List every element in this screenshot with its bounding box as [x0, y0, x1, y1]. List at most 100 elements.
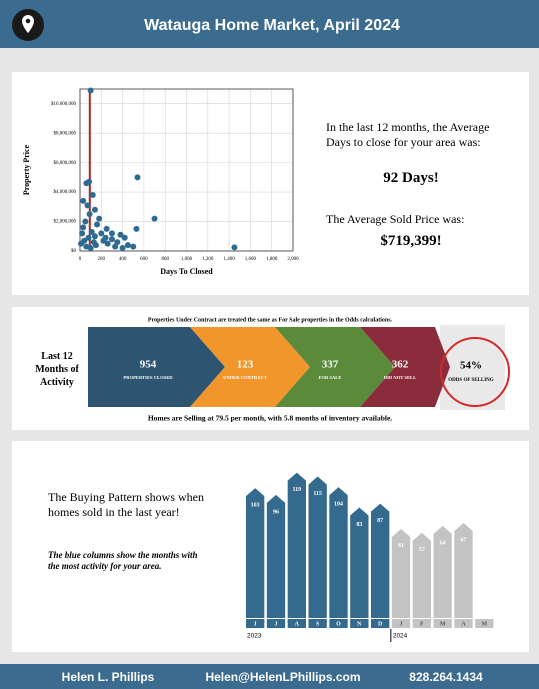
- plot-frame: [79, 88, 294, 252]
- step-label: UNDER CONTRACT: [223, 375, 267, 380]
- footer-bar: [0, 664, 539, 689]
- point: [102, 234, 109, 241]
- month-cell: [350, 619, 369, 628]
- odds-circle: [440, 337, 510, 407]
- bar: [246, 488, 265, 618]
- x-tick-label: O: [336, 621, 341, 627]
- point: [79, 230, 86, 237]
- x-tick-label: 1,000: [181, 257, 193, 262]
- step-label: FOR SALE: [319, 375, 342, 380]
- month-cell: [329, 619, 348, 628]
- y-axis-title: Property Price: [22, 144, 31, 195]
- step-label: PROPERTIES CLOSED: [123, 375, 173, 380]
- value-label: 64: [440, 540, 446, 546]
- step-value: 337: [322, 359, 339, 371]
- bar: [371, 503, 390, 618]
- x-tick-label: J: [254, 621, 257, 627]
- y-tick-label: $0: [71, 249, 77, 254]
- activity-steps: 954 PROPERTIES CLOSED 123 UNDER CONTRACT 337…: [123, 359, 493, 384]
- point: [89, 192, 96, 199]
- value-label: 104: [334, 501, 343, 507]
- x-tick-label: F: [420, 621, 424, 627]
- pin-hole: [25, 18, 31, 24]
- month-cell: [412, 619, 431, 628]
- step-value: 954: [140, 359, 157, 371]
- x-tick-label: D: [378, 621, 383, 627]
- value-label: 87: [377, 518, 383, 524]
- point: [117, 231, 124, 238]
- footer-email: Helen@HelenLPhillips.com: [205, 670, 360, 684]
- point: [133, 225, 140, 232]
- point: [134, 174, 141, 181]
- odds-value: 54%: [460, 360, 482, 372]
- y-tick-label: $2,000,000: [54, 220, 77, 225]
- y-tick-label: $8,000,000: [54, 131, 77, 136]
- month-cell: [308, 619, 327, 628]
- chevron: [360, 327, 450, 407]
- y-tick-label: $10,000,000: [51, 102, 77, 107]
- point: [103, 225, 110, 232]
- point: [98, 230, 105, 237]
- y-tick-label: $4,000,000: [54, 190, 77, 195]
- month-cell: [433, 619, 452, 628]
- point: [151, 215, 158, 222]
- point: [108, 236, 115, 243]
- x-tick-label: 200: [98, 257, 106, 262]
- x-tick-label: 0: [79, 257, 82, 262]
- x-tick-label: S: [316, 621, 320, 627]
- days-text: In the last 12 months, the Average Days …: [326, 120, 490, 149]
- month-cell: [454, 619, 473, 628]
- month-cell: [475, 619, 494, 628]
- point: [108, 230, 115, 237]
- header-bar: [0, 0, 539, 48]
- price-value: $719,399!: [380, 233, 442, 249]
- point: [87, 87, 94, 94]
- pin-shape: [22, 15, 34, 33]
- value-label: 115: [313, 491, 322, 497]
- point: [94, 221, 101, 228]
- title: Watauga Home Market, April 2024: [144, 17, 400, 34]
- month-cell: [371, 619, 390, 628]
- point: [86, 211, 93, 218]
- x-tick-label: 600: [140, 257, 148, 262]
- value-label: 67: [461, 537, 467, 543]
- bar: [287, 472, 306, 618]
- point: [124, 242, 131, 249]
- x-tick-label: 400: [119, 257, 127, 262]
- x-tick-label: A: [461, 621, 466, 627]
- pattern-note: The blue columns show the months with th…: [48, 550, 198, 571]
- point: [114, 239, 121, 246]
- point: [80, 224, 87, 231]
- x-tick-label: M: [481, 621, 487, 627]
- month-cell: [287, 619, 306, 628]
- bar: [412, 532, 431, 618]
- bar: [454, 523, 473, 618]
- value-label: 57: [419, 547, 425, 553]
- value-label: 96: [273, 509, 279, 515]
- footer-phone: 828.264.1434: [409, 670, 483, 684]
- point: [96, 215, 103, 222]
- point: [87, 245, 94, 252]
- point: [84, 202, 91, 209]
- chevron: [190, 327, 310, 407]
- point: [80, 197, 87, 204]
- month-cell: [266, 619, 286, 628]
- point: [119, 245, 126, 252]
- point: [92, 242, 99, 249]
- point: [82, 218, 89, 225]
- point: [104, 240, 111, 247]
- point: [231, 244, 238, 251]
- month-cell: [391, 619, 411, 628]
- point: [121, 234, 128, 241]
- x-tick-label: 1,400: [223, 257, 235, 262]
- year-label: 2023: [247, 633, 262, 640]
- bar: [391, 528, 411, 618]
- x-tick-label: 1,800: [266, 257, 278, 262]
- point: [86, 178, 93, 185]
- x-tick-label: 1,200: [202, 257, 214, 262]
- x-tick-label: N: [357, 621, 362, 627]
- odds-label: ODDS OF SELLING: [448, 378, 493, 383]
- bar: [433, 525, 452, 618]
- x-axis-title: Days To Closed: [160, 267, 213, 276]
- point: [85, 234, 92, 241]
